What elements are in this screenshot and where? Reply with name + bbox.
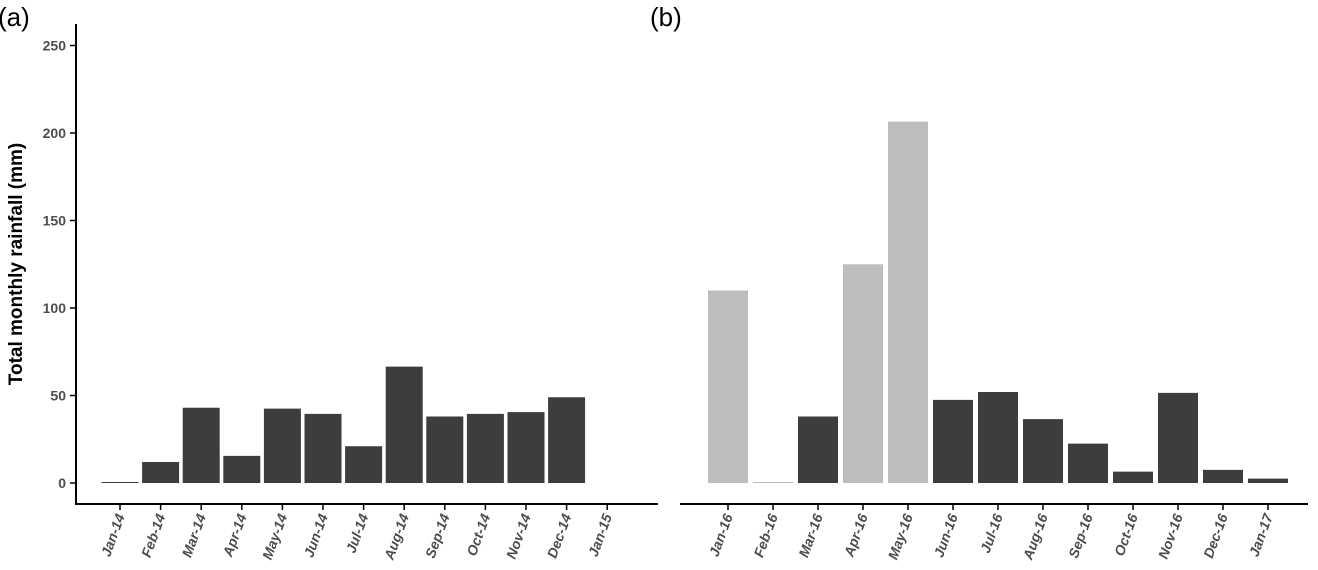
bar-2014-01 xyxy=(101,482,139,483)
x-tick-label: Apr-14 xyxy=(219,511,250,559)
bar-2016-03 xyxy=(798,416,838,483)
x-tick-label: Jan-14 xyxy=(98,511,128,558)
bar-2016-09 xyxy=(1068,443,1108,483)
x-tick-label: Dec-14 xyxy=(544,511,575,560)
x-tick-label: Jan-15 xyxy=(585,511,615,558)
bar-2014-03 xyxy=(182,407,220,483)
x-tick-label: Mar-14 xyxy=(179,511,210,559)
y-tick-label: 0 xyxy=(58,475,66,491)
x-tick-label: Jul-16 xyxy=(977,511,1006,555)
bar-2014-12 xyxy=(548,397,586,483)
bar-2017-01 xyxy=(1248,478,1288,483)
panel-a-label: (a) xyxy=(0,2,30,32)
y-tick-label: 200 xyxy=(43,125,67,141)
panel-b-label: (b) xyxy=(650,2,682,32)
x-tick-label: Oct-16 xyxy=(1111,511,1141,558)
x-ticks-b: Jan-16 Feb-16 Mar-16 Apr-16 May-16 Jun-16 Jul-… xyxy=(706,504,1277,563)
x-tick-label: Feb-14 xyxy=(138,511,169,559)
bar-2014-10 xyxy=(466,413,504,483)
x-tick-label: May-16 xyxy=(885,511,916,561)
x-tick-label: May-14 xyxy=(259,511,290,561)
x-tick-label: Sep-14 xyxy=(422,511,453,560)
x-tick-label: Mar-16 xyxy=(795,511,826,559)
x-tick-label: Jun-16 xyxy=(930,511,961,559)
x-tick-label: Jun-14 xyxy=(300,511,331,559)
bar-2014-11 xyxy=(507,412,545,483)
y-axis-label: Total monthly rainfall (mm) xyxy=(6,143,27,385)
bar-2016-12 xyxy=(1203,469,1243,483)
y-tick-label: 250 xyxy=(43,38,67,54)
x-tick-label: Nov-16 xyxy=(1155,511,1186,561)
bar-2016-07 xyxy=(978,392,1018,483)
panel-b: (b) Jan-16 Feb-16 Mar-16 Apr-16 May-16 Jun-16… xyxy=(650,2,1308,563)
x-tick-label: Jul-14 xyxy=(343,511,372,555)
x-tick-label: Aug-14 xyxy=(380,511,412,562)
bars-b xyxy=(708,121,1288,483)
y-tick-label: 150 xyxy=(43,213,67,229)
y-tick-labels: 0 50 100 150 200 250 xyxy=(43,38,76,491)
x-tick-label: Jan-17 xyxy=(1246,510,1277,558)
bar-2016-10 xyxy=(1113,471,1153,483)
bar-2014-04 xyxy=(223,455,261,483)
bar-2016-02 xyxy=(753,482,793,483)
bar-2014-08 xyxy=(385,366,423,483)
x-tick-label: Dec-16 xyxy=(1200,511,1231,560)
x-tick-label: Feb-16 xyxy=(750,511,781,559)
x-tick-label: Sep-16 xyxy=(1065,511,1096,560)
bars-a xyxy=(101,366,586,483)
bar-2016-06 xyxy=(933,399,973,483)
bar-2014-09 xyxy=(426,416,464,483)
bar-2014-05 xyxy=(263,408,301,483)
y-tick-label: 50 xyxy=(50,388,66,404)
x-tick-label: Apr-16 xyxy=(840,511,871,559)
y-tick-label: 100 xyxy=(43,300,67,316)
x-tick-label: Aug-16 xyxy=(1019,511,1051,562)
bar-2014-02 xyxy=(142,462,180,483)
bar-2016-08 xyxy=(1023,419,1063,483)
x-tick-label: Nov-14 xyxy=(503,511,534,561)
x-tick-label: Jan-16 xyxy=(706,511,736,558)
x-tick-label: Oct-14 xyxy=(463,511,493,558)
bar-2014-06 xyxy=(304,413,342,483)
x-ticks-a: Jan-14 Feb-14 Mar-14 Apr-14 May-14 Jun-14 Jul-… xyxy=(98,504,615,563)
panel-a: (a) Total monthly rainfall (mm) 0 50 100 15… xyxy=(0,2,658,563)
bar-2016-05 xyxy=(888,121,928,483)
bar-2016-01 xyxy=(708,290,748,483)
bar-2016-04 xyxy=(843,264,883,483)
bar-2014-07 xyxy=(345,446,383,483)
bar-2016-11 xyxy=(1158,392,1198,483)
